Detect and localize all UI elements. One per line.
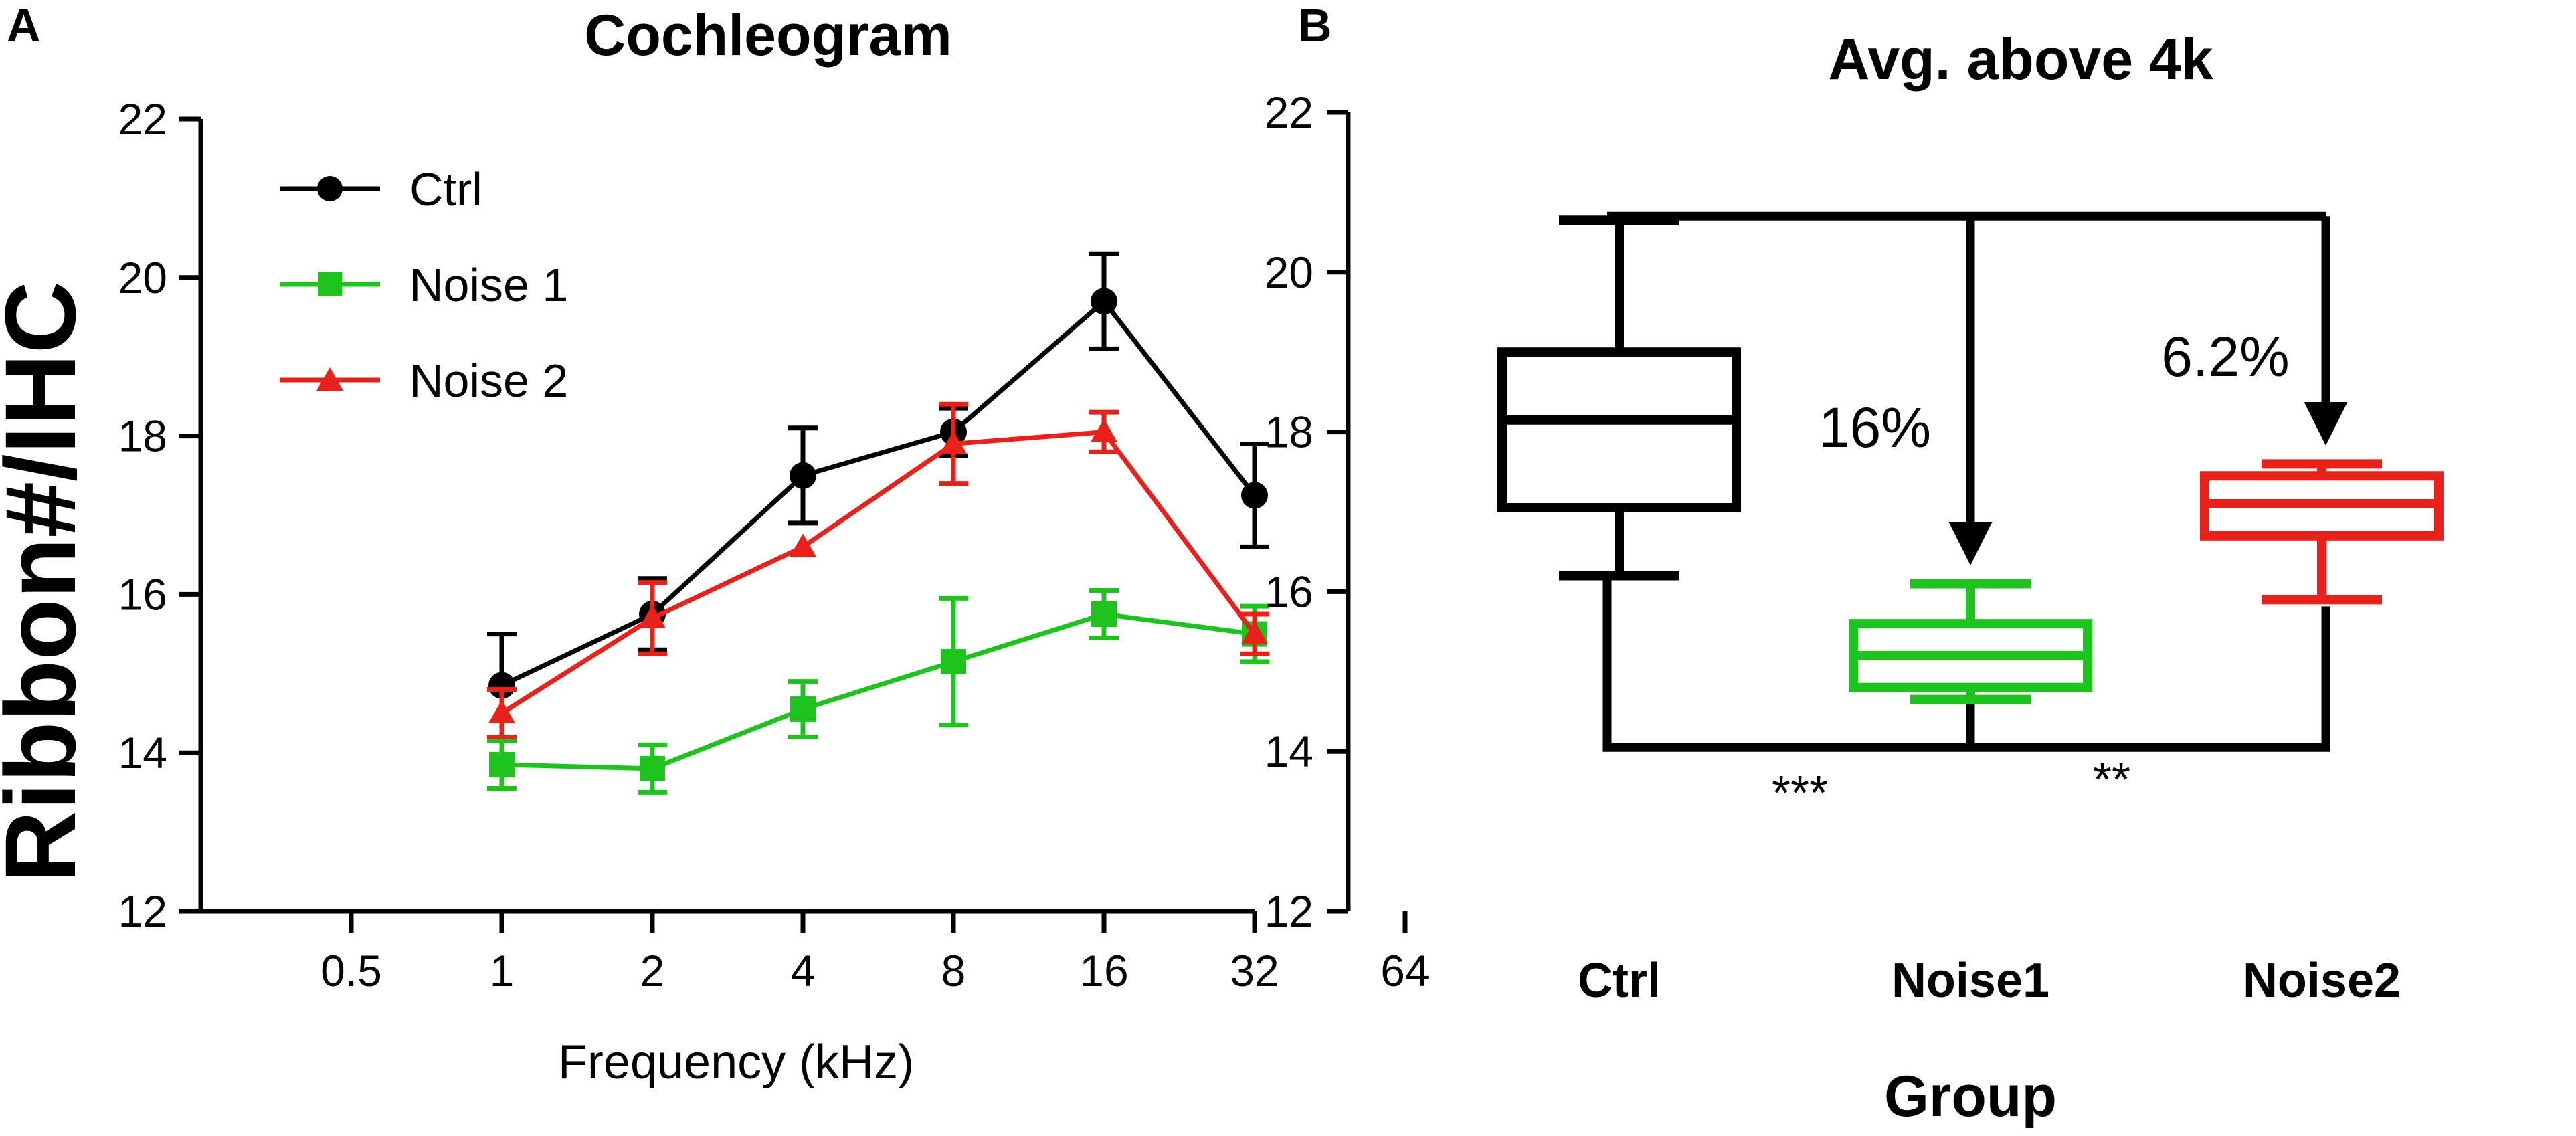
panel-b-x-axis-label: Group [1884,1064,2057,1129]
panel-a-legend: Ctrl Noise 1 Noise 2 [280,163,568,407]
series-noise1 [487,587,1269,795]
b-ytick-label: 14 [1265,727,1313,776]
data-point [790,533,816,557]
legend-marker-ctrl [317,176,343,201]
data-point [790,462,816,489]
panel-a-x-ticks: 0.5 1 2 4 8 16 32 64 [320,911,1430,996]
a-xtick-label: 4 [791,946,816,996]
panel-b-x-ticks: Ctrl Noise1 Noise2 [1578,954,2401,1008]
data-point [488,672,515,699]
data-point [1241,482,1268,509]
panel-a: A Cochleogram Ribbon#/IHC Frequency (kHz… [0,0,1430,1089]
panel-a-y-axis-label: Ribbon#/IHC [0,281,96,883]
b-ytick-label: 12 [1265,886,1313,936]
panel-b: B Avg. above 4k Group 12 14 16 18 20 22 Ctrl N… [1265,0,2444,1129]
legend-entry-noise1: Noise 1 [280,259,568,311]
b-ytick-label: 18 [1265,407,1313,457]
a-xtick-label: 16 [1079,946,1128,996]
b-ytick-label: 20 [1265,248,1313,297]
data-point [790,696,816,723]
b-xtick-label: Ctrl [1578,954,1661,1008]
data-point [941,649,966,675]
panel-a-series [487,251,1269,795]
data-point [488,700,515,723]
panel-a-x-axis-label: Frequency (kHz) [558,1036,914,1089]
legend-label-ctrl: Ctrl [409,163,482,215]
data-point [1091,601,1117,627]
series-noise2 [487,401,1269,740]
a-ytick-label: 22 [118,94,167,144]
data-point [1241,620,1268,644]
b-ytick-label: 16 [1265,567,1313,616]
a-xtick-label: 8 [941,946,966,996]
series-line [501,611,1255,771]
data-point [1091,418,1117,442]
a-ytick-label: 16 [118,569,167,619]
box-ctrl [1497,215,1741,581]
panel-b-title: Avg. above 4k [1828,27,2213,92]
legend-entry-noise2: Noise 2 [280,355,568,407]
a-ytick-label: 12 [118,886,167,936]
a-ytick-label: 14 [118,728,167,777]
series-line [500,430,1257,715]
data-point [1091,288,1117,315]
significance-ctrl-noise2: ** [2093,753,2130,807]
legend-label-noise2: Noise 2 [409,355,568,407]
a-xtick-label: 1 [490,946,515,996]
legend-marker-noise2 [316,367,343,391]
legend-label-noise1: Noise 1 [409,259,568,311]
a-xtick-label: 0.5 [320,946,382,996]
b-ytick-label: 22 [1265,88,1313,137]
panel-a-title: Cochleogram [584,3,952,68]
panel-a-letter: A [7,0,41,52]
percent-change-noise2: 6.2% [2161,325,2289,388]
data-point [640,755,665,781]
a-xtick-label: 32 [1230,946,1279,996]
legend-entry-ctrl: Ctrl [280,163,482,215]
data-point [639,604,666,628]
data-point [489,751,515,777]
a-ytick-label: 18 [118,411,167,461]
a-xtick-label: 64 [1380,946,1429,996]
box-iqr [1497,347,1741,513]
box-noise1 [1849,579,2092,704]
box-noise2 [2200,459,2444,605]
a-xtick-label: 2 [640,946,665,996]
a-ytick-label: 20 [118,253,167,302]
panel-b-letter: B [1298,0,1332,52]
significance-brackets [1602,211,2348,752]
significance-ctrl-noise1: *** [1772,767,1828,820]
series-ctrl [487,251,1269,740]
data-point [940,430,967,454]
b-xtick-label: Noise2 [2243,954,2401,1008]
panel-a-y-ticks: 12 14 16 18 20 22 [118,94,201,936]
panel-b-boxes [1497,215,2444,704]
series-line [500,298,1257,688]
panel-b-y-ticks: 12 14 16 18 20 22 [1265,88,1348,936]
percent-change-noise1: 16% [1819,396,1931,459]
b-xtick-label: Noise1 [1892,954,2049,1008]
legend-marker-noise1 [318,272,342,296]
